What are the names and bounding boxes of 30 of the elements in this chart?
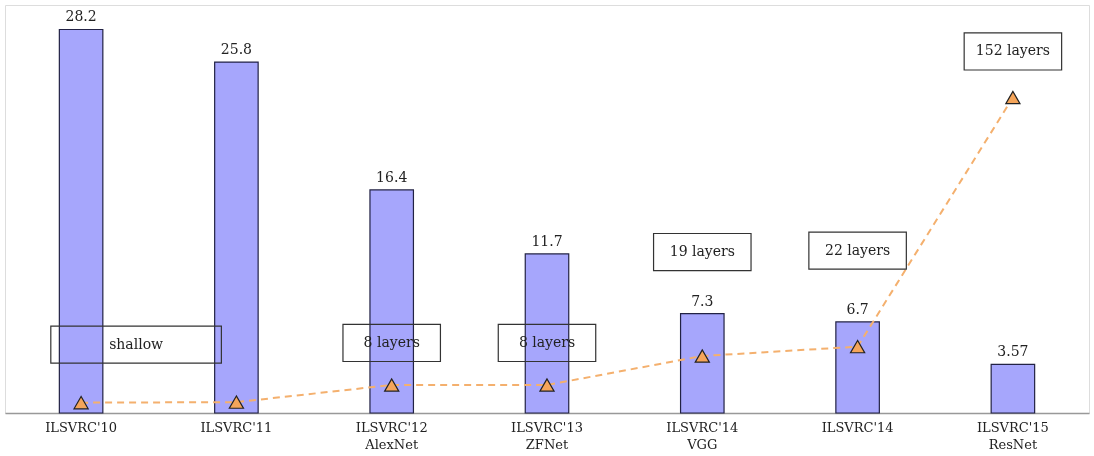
bar (58, 28, 104, 414)
point (539, 378, 555, 392)
point (849, 339, 866, 354)
data-label: 28.2 (65, 8, 97, 25)
point (73, 395, 89, 410)
x-tick-label: ILSVRC'14 (821, 419, 894, 435)
data-label: 3.57 (997, 343, 1029, 360)
annotation: 22 layers (825, 241, 891, 258)
data-label: 7.3 (691, 292, 714, 309)
x-tick-label: ILSVRC'11 (200, 419, 273, 435)
bar (214, 61, 259, 414)
annotation: 19 layers (669, 243, 735, 260)
point (228, 395, 245, 409)
x-tick-label: ILSVRC'14 VGG (666, 419, 739, 452)
point (384, 378, 400, 392)
annotation: 152 layers (975, 42, 1050, 59)
x-tick-label: ILSVRC'15 ResNet (976, 419, 1049, 452)
annotation: shallow (109, 335, 164, 352)
point (694, 349, 710, 363)
data-label: 16.4 (376, 168, 408, 185)
x-tick-label: ILSVRC'12 AlexNet (355, 419, 428, 452)
x-tick-label: ILSVRC'10 (45, 419, 118, 435)
data-label: 6.7 (846, 300, 869, 317)
x-tick-label: ILSVRC'13 ZFNet (511, 419, 583, 452)
bar (990, 363, 1036, 414)
bar (679, 313, 725, 414)
data-label: 25.8 (220, 41, 252, 58)
point (1005, 90, 1021, 105)
data-label: 11.7 (531, 232, 563, 249)
bar (835, 321, 880, 414)
